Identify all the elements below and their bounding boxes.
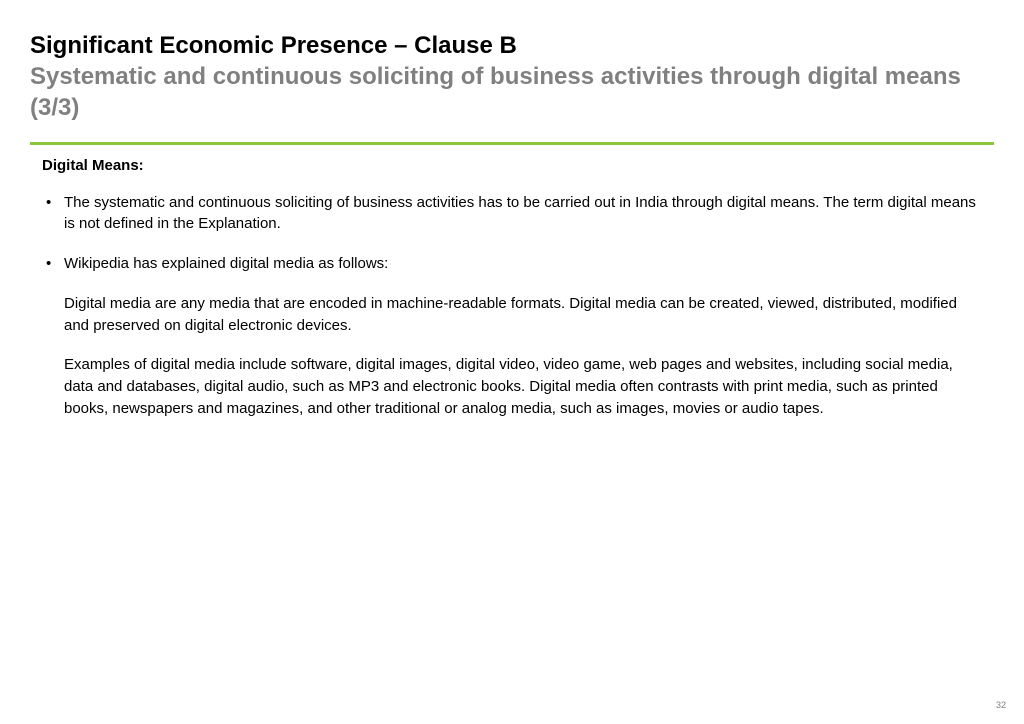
body-paragraph: Examples of digital media include softwa… bbox=[42, 354, 982, 419]
divider-line bbox=[30, 142, 994, 145]
slide-container: Significant Economic Presence – Clause B… bbox=[0, 0, 1024, 724]
title-block: Significant Economic Presence – Clause B… bbox=[30, 30, 994, 124]
section-heading: Digital Means: bbox=[42, 157, 982, 174]
slide-title-main: Significant Economic Presence – Clause B bbox=[30, 30, 994, 61]
bullet-item: The systematic and continuous soliciting… bbox=[42, 192, 982, 236]
bullet-item: Wikipedia has explained digital media as… bbox=[42, 253, 982, 275]
page-number: 32 bbox=[996, 700, 1006, 710]
body-paragraph: Digital media are any media that are enc… bbox=[42, 293, 982, 337]
bullet-list: The systematic and continuous soliciting… bbox=[42, 192, 982, 275]
content-area: Digital Means: The systematic and contin… bbox=[30, 157, 994, 420]
slide-title-sub: Systematic and continuous soliciting of … bbox=[30, 61, 994, 123]
